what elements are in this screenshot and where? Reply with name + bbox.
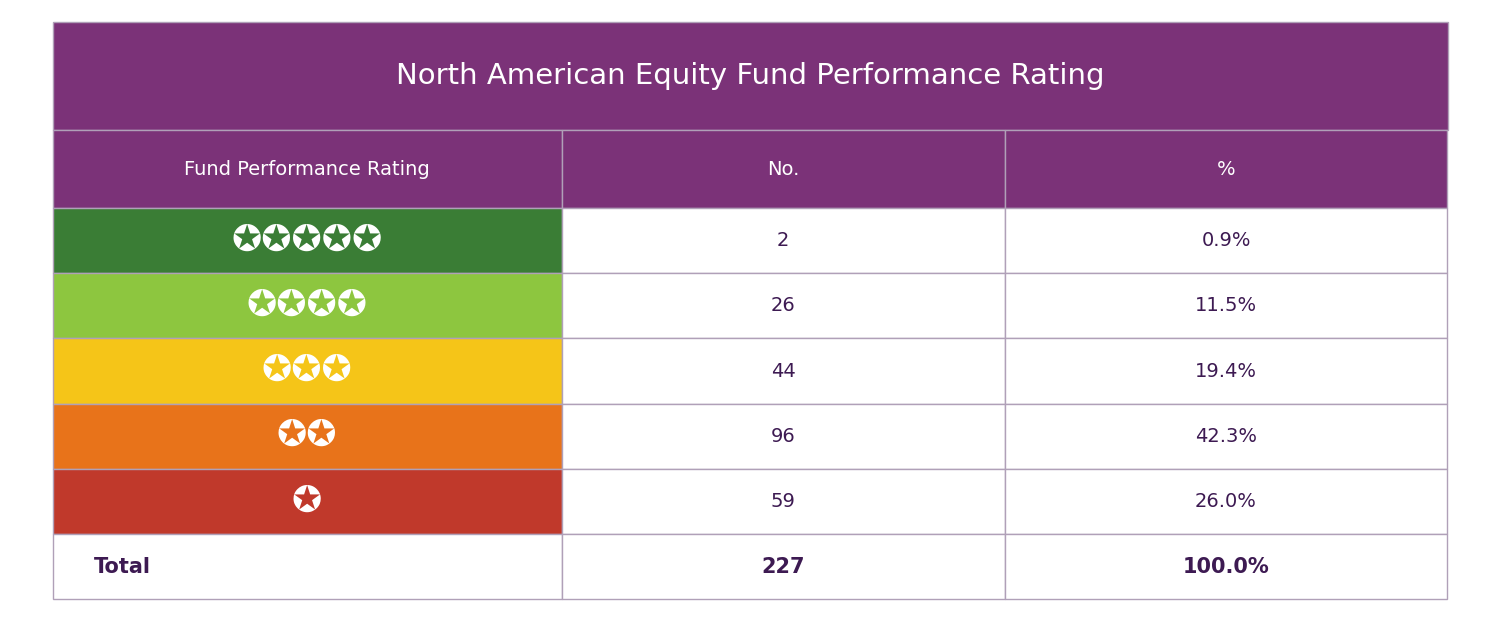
Bar xyxy=(53,273,561,338)
Bar xyxy=(53,338,561,404)
Bar xyxy=(1005,469,1448,534)
Bar xyxy=(53,208,561,273)
Text: 42.3%: 42.3% xyxy=(1196,427,1257,446)
Text: 0.9%: 0.9% xyxy=(1202,231,1251,250)
Bar xyxy=(561,534,1005,599)
Text: North American Equity Fund Performance Rating: North American Equity Fund Performance R… xyxy=(396,62,1104,90)
Text: 44: 44 xyxy=(771,361,795,381)
Bar xyxy=(561,208,1005,273)
Text: ✪✪✪✪: ✪✪✪✪ xyxy=(246,289,368,323)
Bar xyxy=(1005,130,1448,208)
Bar xyxy=(53,130,561,208)
Text: 59: 59 xyxy=(771,492,795,511)
Text: 26: 26 xyxy=(771,296,795,315)
Text: 96: 96 xyxy=(771,427,795,446)
Text: Fund Performance Rating: Fund Performance Rating xyxy=(184,160,430,179)
Text: 100.0%: 100.0% xyxy=(1182,556,1269,577)
Text: ✪✪: ✪✪ xyxy=(278,419,338,453)
Bar xyxy=(561,404,1005,469)
Text: 26.0%: 26.0% xyxy=(1196,492,1257,511)
Bar xyxy=(561,469,1005,534)
Bar xyxy=(1005,273,1448,338)
Bar xyxy=(1005,534,1448,599)
Text: 227: 227 xyxy=(762,556,806,577)
Bar xyxy=(53,404,561,469)
Bar xyxy=(1005,404,1448,469)
Bar xyxy=(53,22,1448,130)
Text: Total: Total xyxy=(94,556,152,577)
Text: ✪: ✪ xyxy=(292,484,322,519)
Bar xyxy=(1005,338,1448,404)
Bar xyxy=(53,534,561,599)
Text: 2: 2 xyxy=(777,231,789,250)
Text: ✪✪✪: ✪✪✪ xyxy=(261,354,352,388)
Text: No.: No. xyxy=(766,160,800,179)
Bar xyxy=(561,338,1005,404)
Bar xyxy=(53,469,561,534)
Bar xyxy=(561,273,1005,338)
Bar xyxy=(561,130,1005,208)
Text: 11.5%: 11.5% xyxy=(1196,296,1257,315)
Text: %: % xyxy=(1216,160,1236,179)
Bar xyxy=(1005,208,1448,273)
Text: ✪✪✪✪✪: ✪✪✪✪✪ xyxy=(231,224,382,258)
Text: 19.4%: 19.4% xyxy=(1196,361,1257,381)
